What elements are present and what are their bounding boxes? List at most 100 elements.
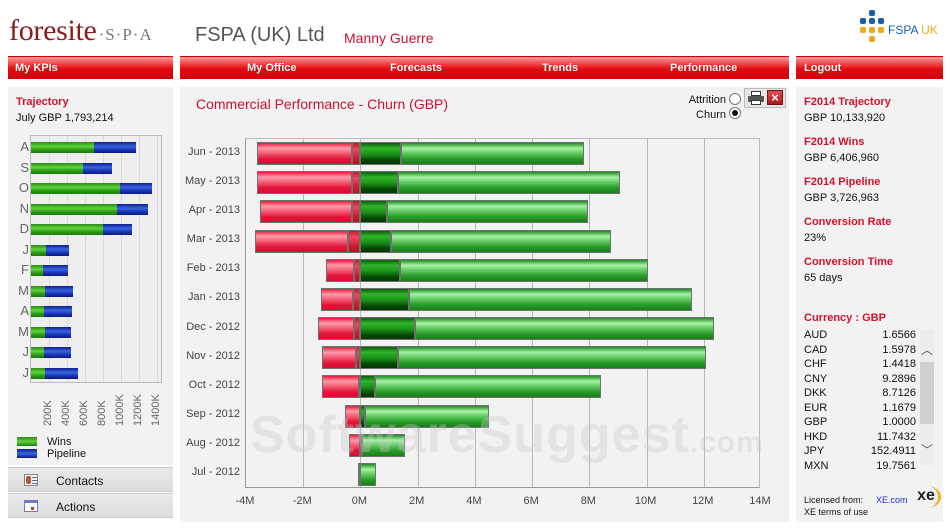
nav-my-kpis-label: My KPIs [15, 62, 58, 74]
churn-month-bar[interactable] [347, 229, 361, 253]
churn-month-bar[interactable] [353, 317, 361, 341]
pipeline-bar[interactable] [117, 203, 148, 215]
churn-cumulative-bar[interactable] [325, 258, 354, 282]
gain-month-bar[interactable] [360, 404, 366, 428]
gain-cumulative-bar[interactable] [375, 375, 601, 399]
attrition-radio[interactable] [729, 93, 741, 105]
attrition-label: Attrition [688, 94, 726, 106]
gain-cumulative-bar[interactable] [415, 317, 715, 341]
churn-cumulative-bar[interactable] [260, 200, 352, 224]
nav-trends[interactable]: Trends [542, 62, 579, 74]
pipeline-bar[interactable] [42, 265, 68, 276]
contacts-button[interactable]: Contacts [8, 467, 173, 492]
foresite-logo[interactable]: foresite ·S·P·A [9, 14, 153, 48]
wins-bar[interactable] [31, 203, 118, 215]
y-axis-label: Sep - 2012 [186, 408, 240, 421]
gain-month-bar[interactable] [360, 258, 400, 282]
nav-forecasts[interactable]: Forecasts [390, 62, 442, 74]
gain-cumulative-bar[interactable] [361, 433, 406, 457]
chart-title: Commercial Performance - Churn (GBP) [196, 96, 449, 112]
churn-cumulative-bar[interactable] [320, 287, 353, 311]
gain-cumulative-bar[interactable] [365, 404, 490, 428]
pipeline-bar[interactable] [46, 244, 69, 256]
gain-month-bar[interactable] [360, 200, 388, 224]
churn-cumulative-bar[interactable] [257, 171, 352, 195]
gain-cumulative-bar[interactable] [399, 258, 649, 282]
churn-month-bar[interactable] [351, 142, 361, 166]
xe-link[interactable]: XE.com [876, 495, 908, 505]
nav-my-kpis[interactable]: My KPIs [8, 56, 173, 79]
churn-cumulative-bar[interactable] [321, 346, 356, 370]
wins-bar[interactable] [31, 265, 43, 276]
gain-cumulative-bar[interactable] [391, 229, 612, 253]
gain-month-bar[interactable] [360, 229, 392, 253]
pipeline-bar[interactable] [103, 224, 132, 235]
gain-cumulative-bar[interactable] [387, 200, 589, 224]
y-axis-label: Oct - 2012 [188, 378, 240, 391]
wins-bar[interactable] [31, 306, 44, 317]
churn-cumulative-bar[interactable] [357, 462, 361, 486]
print-icon[interactable] [748, 91, 764, 105]
close-icon[interactable]: × [767, 90, 783, 105]
gain-cumulative-bar[interactable] [401, 142, 585, 166]
gain-month-bar[interactable] [360, 346, 399, 370]
nav-logout[interactable]: Logout [796, 56, 943, 79]
scroll-down-icon[interactable]: ﹀ [920, 443, 933, 457]
gain-month-bar[interactable] [360, 375, 376, 399]
churn-month-bar[interactable] [352, 287, 361, 311]
pipeline-bar[interactable] [83, 162, 112, 174]
wins-bar[interactable] [31, 183, 120, 194]
churn-cumulative-bar[interactable] [321, 375, 359, 399]
x-axis-label: 12M [692, 495, 714, 507]
nav-my-office[interactable]: My Office [247, 62, 297, 74]
x-axis-label: 8M [580, 495, 596, 507]
currency-row: CNY 9.2896 [804, 373, 916, 387]
churn-cumulative-bar[interactable] [255, 229, 348, 253]
gain-cumulative-bar[interactable] [398, 171, 620, 195]
wins-bar[interactable] [31, 244, 47, 256]
legend-wins-label: Wins [47, 436, 72, 448]
wins-bar[interactable] [31, 285, 46, 297]
churn-cumulative-bar[interactable] [344, 404, 361, 428]
gain-cumulative-bar[interactable] [360, 462, 377, 486]
currency-row: AUD 1.6566 [804, 329, 916, 343]
wins-bar[interactable] [31, 326, 46, 338]
wins-bar[interactable] [31, 367, 46, 379]
main-nav: My Office Forecasts Trends Performance [180, 56, 789, 79]
churn-month-bar[interactable] [351, 200, 361, 224]
wins-bar[interactable] [31, 347, 44, 358]
churn-month-bar[interactable] [355, 346, 361, 370]
churn-radio[interactable] [729, 107, 741, 119]
wins-bar[interactable] [31, 162, 84, 174]
currency-scroll-thumb[interactable] [920, 362, 934, 424]
currency-code: CNY [804, 372, 828, 385]
gain-cumulative-bar[interactable] [409, 287, 693, 311]
currency-rate: 1.5978 [882, 343, 916, 356]
pipeline-bar[interactable] [45, 285, 74, 297]
pipeline-bar[interactable] [45, 326, 71, 338]
currency-row: CAD 1.5978 [804, 344, 916, 358]
churn-month-bar[interactable] [351, 171, 361, 195]
actions-button[interactable]: Actions [8, 493, 173, 518]
churn-cumulative-bar[interactable] [317, 317, 354, 341]
gain-month-bar[interactable] [360, 317, 416, 341]
gain-cumulative-bar[interactable] [398, 346, 707, 370]
gain-month-bar[interactable] [360, 287, 410, 311]
churn-month-bar[interactable] [353, 258, 361, 282]
nav-performance[interactable]: Performance [670, 62, 738, 74]
mini-x-tick: 800K [96, 400, 108, 426]
gain-month-bar[interactable] [360, 171, 399, 195]
pipeline-bar[interactable] [43, 306, 73, 317]
x-axis-label: 6M [523, 495, 539, 507]
scroll-up-icon[interactable]: ︿ [920, 343, 933, 357]
churn-cumulative-bar[interactable] [257, 142, 352, 166]
pipeline-bar[interactable] [120, 183, 152, 194]
xe-terms-link[interactable]: XE terms of use [804, 507, 869, 517]
wins-bar[interactable] [31, 142, 94, 153]
gain-month-bar[interactable] [360, 142, 402, 166]
pipeline-bar[interactable] [94, 142, 137, 153]
wins-bar[interactable] [31, 224, 103, 235]
pipeline-bar[interactable] [43, 347, 71, 358]
pipeline-bar[interactable] [45, 367, 78, 379]
churn-cumulative-bar[interactable] [349, 433, 361, 457]
